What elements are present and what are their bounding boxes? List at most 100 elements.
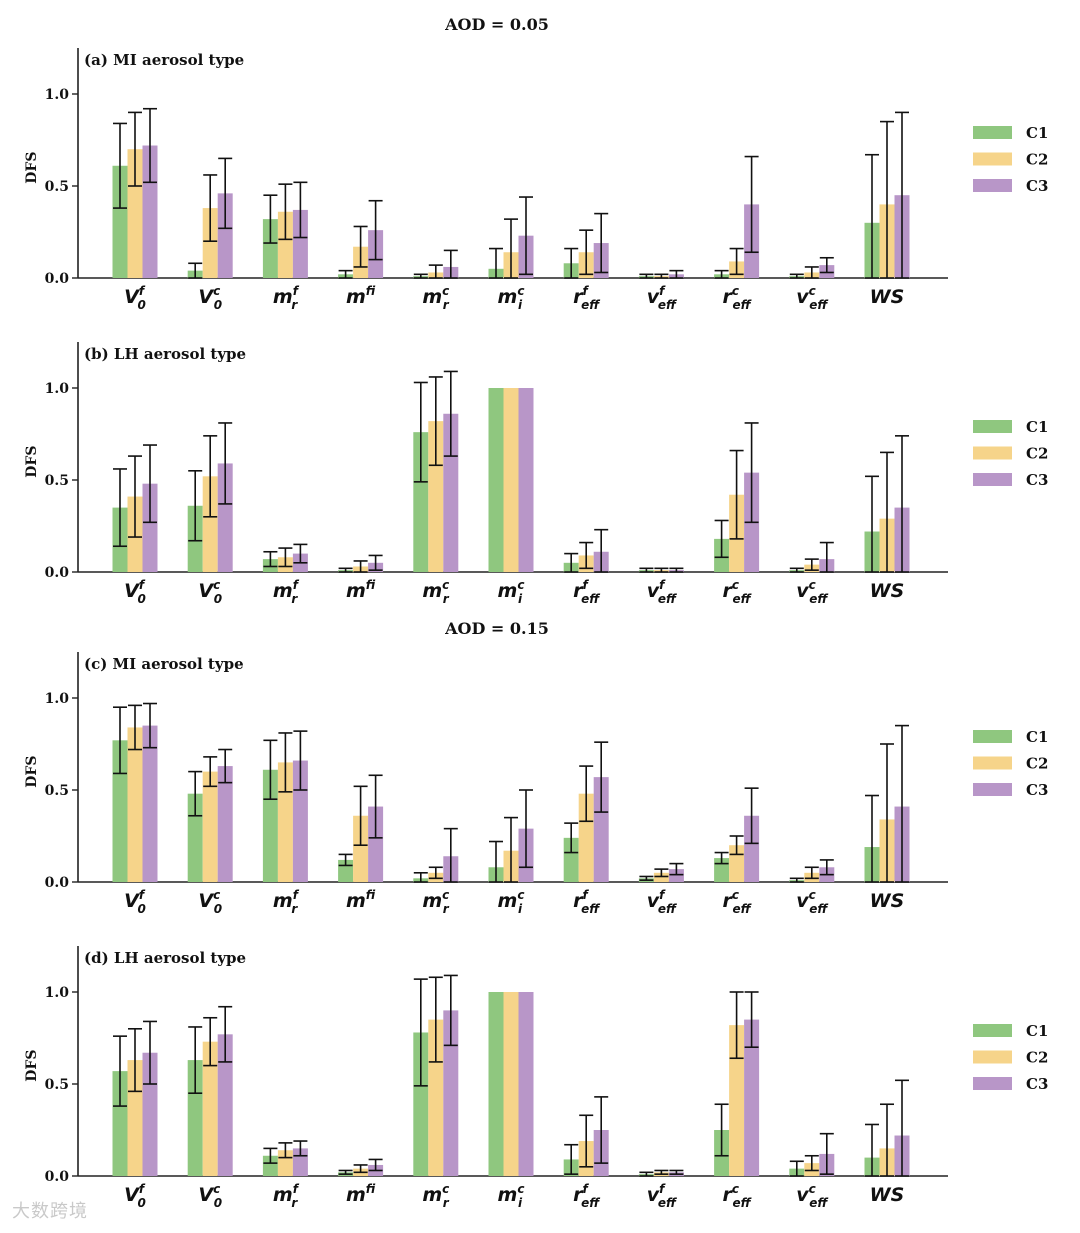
- panel-title: (c) MI aerosol type: [84, 655, 244, 673]
- y-tick-label: 1.0: [45, 691, 70, 707]
- bar-c1: [112, 165, 128, 278]
- legend-swatch-c2: [973, 1050, 1012, 1064]
- y-tick-label: 0.5: [45, 1077, 69, 1093]
- bar-c2: [503, 388, 519, 572]
- legend-swatch-c2: [973, 756, 1012, 770]
- bar-c3: [744, 1019, 760, 1176]
- legend-swatch-c3: [973, 783, 1012, 796]
- x-tick-label: vc eff: [796, 888, 828, 916]
- bar-c3: [217, 766, 233, 882]
- bar-c3: [292, 760, 308, 882]
- x-tick-label: mf r: [273, 578, 300, 606]
- y-tick-label: 1.0: [45, 985, 70, 1001]
- y-tick-label: 0.0: [45, 1169, 70, 1185]
- x-tick-label: mf r: [273, 888, 300, 916]
- x-tick-label: rf eff: [573, 578, 600, 606]
- legend-swatch-c1: [973, 126, 1012, 139]
- x-tick-label: mf r: [273, 1182, 300, 1210]
- x-tick-label: Vf 0: [124, 284, 146, 312]
- bar-c1: [413, 432, 429, 572]
- panel-title: (b) LH aerosol type: [84, 345, 246, 363]
- x-tick-label: Vc 0: [198, 1182, 222, 1210]
- legend-swatch-c2: [973, 152, 1012, 166]
- bar-c2: [277, 1150, 293, 1176]
- legend-swatch-c2: [973, 446, 1012, 460]
- bar-c3: [142, 145, 158, 278]
- x-tick-label: mfi: [346, 578, 376, 602]
- bar-c2: [127, 727, 143, 882]
- bar-c3: [443, 413, 459, 572]
- legend-label-c1: C1: [1026, 1022, 1048, 1040]
- x-tick-label: mc i: [498, 1182, 525, 1210]
- x-tick-label: vf eff: [647, 888, 677, 916]
- bar-c2: [653, 872, 669, 882]
- bar-c1: [563, 837, 579, 882]
- x-tick-label: Vc 0: [198, 888, 222, 916]
- x-tick-label: mc r: [422, 1182, 449, 1210]
- bar-c3: [744, 815, 760, 882]
- bar-c3: [217, 1034, 233, 1176]
- bar-c2: [428, 421, 444, 572]
- legend-label-c2: C2: [1026, 151, 1048, 169]
- x-tick-label: mc r: [422, 284, 449, 312]
- bar-c2: [127, 149, 143, 278]
- bar-c3: [518, 388, 534, 572]
- bar-c2: [729, 1025, 745, 1176]
- bar-c3: [142, 725, 158, 882]
- bar-c2: [202, 208, 218, 278]
- y-tick-label: 0.0: [45, 565, 70, 581]
- y-tick-label: 0.5: [45, 179, 69, 195]
- x-tick-label: WS: [870, 1184, 905, 1206]
- legend-label-c3: C3: [1026, 177, 1048, 195]
- panel-d: (d) LH aerosol type 0.0 0.5 1.0 DFS Vf 0 Vc 0 mf r…: [24, 946, 1048, 1210]
- y-tick-label: 0.0: [45, 271, 70, 287]
- bar-c3: [518, 992, 534, 1176]
- panel-b: (b) LH aerosol type 0.0 0.5 1.0 DFS Vf 0 Vc 0 mf r…: [24, 342, 1048, 606]
- panel-a: (a) MI aerosol type 0.0 0.5 1.0 DFS Vf 0 Vc 0 mf r…: [24, 48, 1048, 312]
- x-tick-label: mc i: [498, 578, 525, 606]
- bar-c1: [262, 769, 278, 882]
- x-tick-label: rf eff: [573, 284, 600, 312]
- legend-swatch-c1: [973, 730, 1012, 743]
- bar-c1: [413, 1032, 429, 1176]
- bar-c3: [142, 483, 158, 572]
- x-tick-label: Vc 0: [198, 284, 222, 312]
- x-tick-label: vf eff: [647, 284, 677, 312]
- bar-c3: [668, 869, 684, 882]
- x-tick-label: mfi: [346, 1182, 376, 1206]
- legend-swatch-c1: [973, 1024, 1012, 1037]
- y-axis-label: DFS: [24, 151, 40, 183]
- x-tick-label: rc eff: [723, 888, 752, 916]
- x-tick-label: vf eff: [647, 578, 677, 606]
- legend-label-c1: C1: [1026, 124, 1048, 142]
- panel-c: (c) MI aerosol type 0.0 0.5 1.0 DFS Vf 0 Vc 0 mf r…: [24, 652, 1048, 916]
- legend-label-c3: C3: [1026, 1075, 1048, 1093]
- bar-c3: [217, 463, 233, 572]
- x-tick-label: mf r: [273, 284, 300, 312]
- x-tick-label: vc eff: [796, 1182, 828, 1210]
- x-tick-label: vc eff: [796, 578, 828, 606]
- y-tick-label: 0.5: [45, 783, 69, 799]
- x-tick-label: mfi: [346, 284, 376, 308]
- x-tick-label: WS: [870, 890, 905, 912]
- x-tick-label: mc i: [498, 284, 525, 312]
- y-tick-label: 0.5: [45, 473, 69, 489]
- x-tick-label: vf eff: [647, 1182, 677, 1210]
- bar-c1: [262, 219, 278, 278]
- legend-swatch-c3: [973, 1077, 1012, 1090]
- x-tick-label: mfi: [346, 888, 376, 912]
- x-tick-label: Vf 0: [124, 1182, 146, 1210]
- x-tick-label: rc eff: [723, 578, 752, 606]
- x-tick-label: mc i: [498, 888, 525, 916]
- y-tick-label: 1.0: [45, 87, 70, 103]
- x-tick-label: WS: [870, 580, 905, 602]
- bar-c1: [112, 740, 128, 882]
- bar-c2: [353, 815, 369, 882]
- legend-label-c2: C2: [1026, 1049, 1048, 1067]
- panel-title: (d) LH aerosol type: [84, 949, 246, 967]
- bar-c2: [127, 1060, 143, 1176]
- legend-swatch-c3: [973, 473, 1012, 486]
- bar-c1: [187, 1060, 203, 1176]
- bar-c2: [277, 211, 293, 278]
- panel-title: (a) MI aerosol type: [84, 51, 244, 69]
